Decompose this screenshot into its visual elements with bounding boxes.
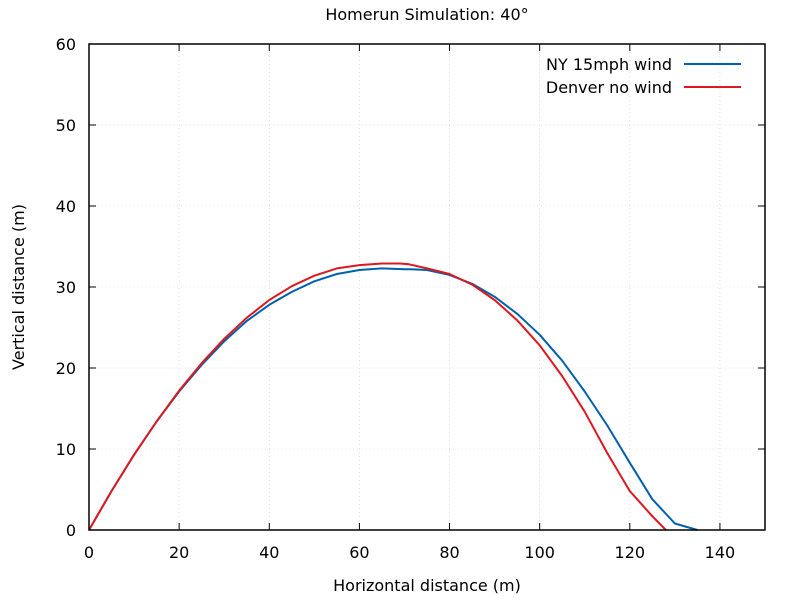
y-tick-label: 60	[56, 35, 76, 54]
series-lines	[88, 262, 698, 531]
y-tick-label: 10	[56, 440, 76, 459]
x-tick-label: 20	[169, 543, 189, 562]
x-tick-label: 60	[349, 543, 369, 562]
x-tick-label: 0	[84, 543, 94, 562]
x-tick-label: 140	[705, 543, 736, 562]
legend-label-1: NY 15mph wind	[546, 55, 672, 74]
y-tick-label: 50	[56, 116, 76, 135]
series-line-1	[88, 267, 698, 531]
legend-label-2: Denver no wind	[546, 78, 672, 97]
plot-border	[88, 43, 766, 531]
x-tick-label: 100	[524, 543, 555, 562]
y-tick-label: 0	[66, 521, 76, 540]
x-axis-title: Horizontal distance (m)	[333, 576, 521, 595]
y-tick-label: 30	[56, 278, 76, 297]
x-tick-label: 40	[259, 543, 279, 562]
legend: NY 15mph wind Denver no wind	[546, 55, 741, 97]
axis-ticks: 0 20 40 60 80 100 120 140 0 10 20 30 40 50 60	[56, 35, 765, 562]
x-tick-label: 120	[615, 543, 646, 562]
y-tick-label: 20	[56, 359, 76, 378]
y-tick-label: 40	[56, 197, 76, 216]
chart-title: Homerun Simulation: 40°	[325, 5, 528, 24]
x-tick-label: 80	[439, 543, 459, 562]
series-line-2	[88, 262, 667, 531]
grid-lines	[89, 43, 765, 530]
y-axis-title: Vertical distance (m)	[9, 204, 28, 370]
